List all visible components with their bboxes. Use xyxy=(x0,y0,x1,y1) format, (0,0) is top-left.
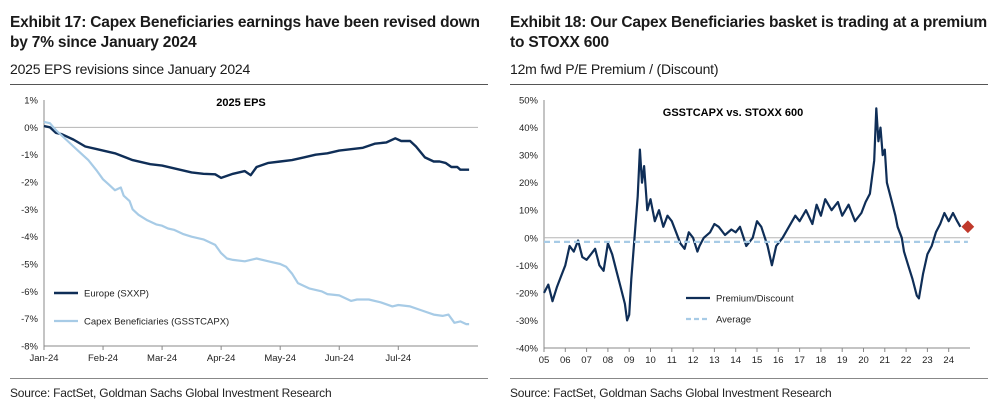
exhibit-17-title: Exhibit 17: Capex Beneficiaries earnings… xyxy=(10,13,480,53)
series-line xyxy=(43,120,470,326)
legend-label: Average xyxy=(716,315,751,326)
y-tick-label: -3% xyxy=(21,205,38,216)
x-tick-label: 24 xyxy=(943,355,954,366)
exhibit-18-subtitle: 12m fwd P/E Premium / (Discount) xyxy=(510,61,719,77)
chart-title: GSSTCAPX vs. STOXX 600 xyxy=(663,107,803,119)
x-tick-label: May-24 xyxy=(264,353,296,364)
x-tick-label: 17 xyxy=(794,355,805,366)
exhibit-18-source: Source: FactSet, Goldman Sachs Global In… xyxy=(510,386,832,400)
exhibit-17-title-line1: Exhibit 17: Capex Beneficiaries earnings… xyxy=(10,14,480,31)
x-tick-label: Apr-24 xyxy=(207,353,236,364)
series-line xyxy=(543,107,962,322)
x-tick-label: 10 xyxy=(645,355,656,366)
y-tick-label: -5% xyxy=(21,260,38,271)
x-tick-label: Mar-24 xyxy=(147,353,177,364)
x-tick-label: Jan-24 xyxy=(29,353,58,364)
x-tick-label: 19 xyxy=(837,355,848,366)
legend-label: Europe (SXXP) xyxy=(84,289,149,300)
y-tick-label: -8% xyxy=(21,342,38,353)
exhibit-18-title-line1: Exhibit 18: Our Capex Beneficiaries bask… xyxy=(510,14,987,31)
x-tick-label: 23 xyxy=(922,355,933,366)
y-tick-label: 1% xyxy=(24,96,38,107)
x-tick-label: 21 xyxy=(880,355,891,366)
x-tick-label: 12 xyxy=(688,355,699,366)
x-tick-label: 07 xyxy=(581,355,592,366)
exhibit-17-source: Source: FactSet, Goldman Sachs Global In… xyxy=(10,386,332,400)
chart-title: 2025 EPS xyxy=(216,97,266,109)
y-tick-label: -30% xyxy=(516,316,539,327)
x-tick-label: 20 xyxy=(858,355,869,366)
x-tick-label: 11 xyxy=(667,355,677,366)
y-tick-label: -10% xyxy=(516,261,539,272)
x-tick-label: 18 xyxy=(816,355,827,366)
y-tick-label: 0% xyxy=(524,233,538,244)
latest-value-marker xyxy=(961,220,975,234)
x-tick-label: 22 xyxy=(901,355,912,366)
y-tick-label: -20% xyxy=(516,288,539,299)
y-tick-label: -40% xyxy=(516,344,539,355)
exhibit-17-subtitle: 2025 EPS revisions since January 2024 xyxy=(10,61,251,77)
y-tick-label: 0% xyxy=(24,123,38,134)
y-tick-label: 30% xyxy=(519,151,539,162)
y-tick-label: -7% xyxy=(21,314,38,325)
exhibit-17-rule xyxy=(10,84,488,85)
y-tick-label: -2% xyxy=(21,178,38,189)
y-tick-label: 20% xyxy=(519,178,539,189)
exhibit-17-title-line2: by 7% since January 2024 xyxy=(10,34,197,51)
y-tick-label: 10% xyxy=(519,206,539,217)
y-tick-label: 40% xyxy=(519,123,539,134)
exhibit-17-bottom-rule xyxy=(10,378,488,379)
x-tick-label: 08 xyxy=(603,355,614,366)
x-tick-label: 15 xyxy=(752,355,763,366)
x-tick-label: 16 xyxy=(773,355,784,366)
legend-label: Capex Beneficiaries (GSSTCAPX) xyxy=(84,317,229,328)
exhibit-18-rule xyxy=(510,84,988,85)
x-tick-label: Jun-24 xyxy=(325,353,354,364)
legend-label: Premium/Discount xyxy=(716,294,794,305)
series-line xyxy=(43,124,470,180)
x-tick-label: 09 xyxy=(624,355,635,366)
exhibit-18-title: Exhibit 18: Our Capex Beneficiaries bask… xyxy=(510,13,987,53)
x-tick-label: 13 xyxy=(709,355,720,366)
y-tick-label: -4% xyxy=(21,232,38,243)
exhibit-18-bottom-rule xyxy=(510,378,988,379)
exhibit-18-title-line2: to STOXX 600 xyxy=(510,34,609,51)
eps-revisions-chart: 1% 0% -1% -2% -3% -4% -5% -6% -7% -8%Jan-24 Feb-24… xyxy=(21,96,478,364)
y-tick-label: -6% xyxy=(21,287,38,298)
exhibit-17-panel: Exhibit 17: Capex Beneficiaries earnings… xyxy=(0,0,490,410)
y-tick-label: 50% xyxy=(519,96,539,107)
x-tick-label: 14 xyxy=(730,355,741,366)
pe-premium-chart: 50% 40% 30% 20% 10% 0% -10% -20% -30% -40%05 06 07 0… xyxy=(516,96,975,366)
x-tick-label: 05 xyxy=(539,355,550,366)
x-tick-label: Feb-24 xyxy=(88,353,118,364)
x-tick-label: 06 xyxy=(560,355,571,366)
y-tick-label: -1% xyxy=(21,150,38,161)
x-tick-label: Jul-24 xyxy=(385,353,411,364)
exhibit-18-panel: Exhibit 18: Our Capex Beneficiaries bask… xyxy=(500,0,997,410)
